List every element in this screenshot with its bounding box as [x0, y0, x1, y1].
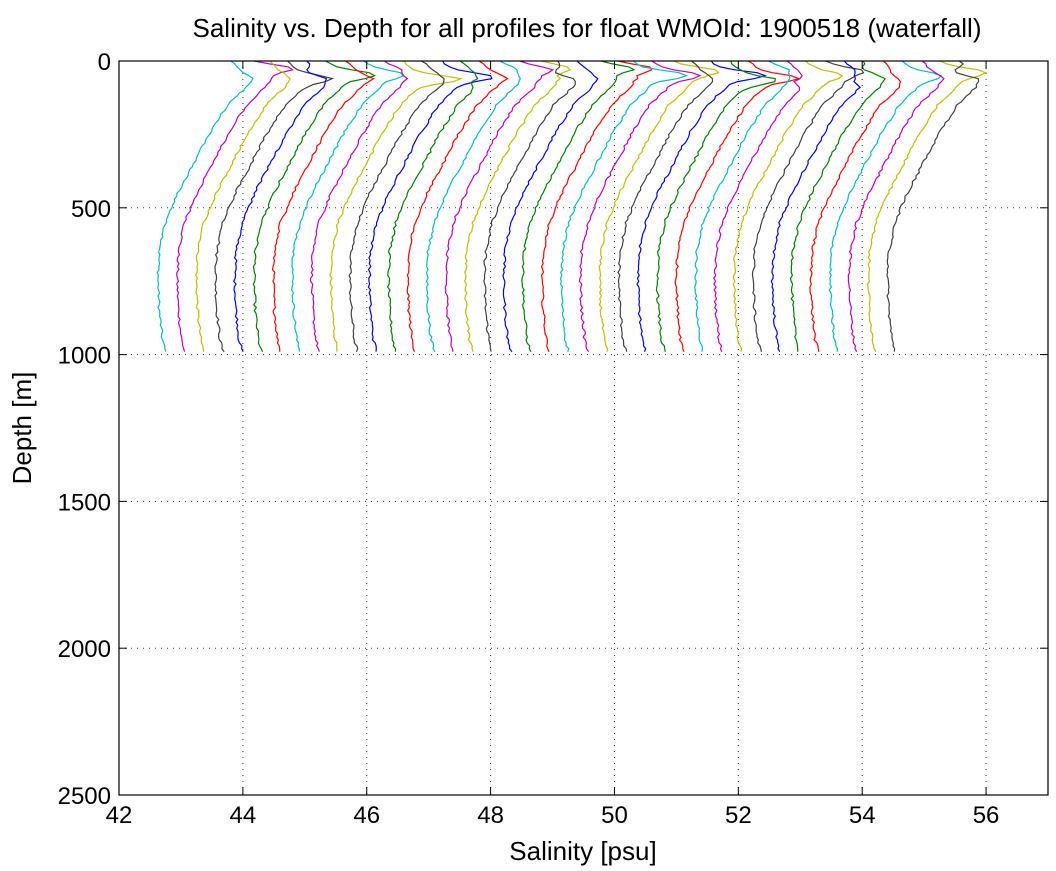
profile-line	[425, 60, 521, 353]
profile-line	[367, 60, 493, 352]
x-tick-label: 56	[973, 802, 1000, 829]
y-axis-label: Depth [m]	[7, 372, 37, 485]
x-tick-label: 52	[725, 802, 752, 829]
profile-line	[329, 60, 464, 352]
profile-line	[502, 60, 599, 353]
profile-line	[386, 60, 479, 352]
profile-line	[271, 60, 375, 352]
x-tick-label: 50	[601, 802, 628, 829]
profile-line	[540, 60, 653, 352]
profile-line	[483, 60, 576, 352]
profile-line	[578, 60, 702, 353]
profile-line	[809, 60, 902, 352]
profile-line	[232, 60, 328, 352]
profile-line	[751, 60, 865, 352]
profile-line	[770, 60, 862, 352]
profile-line	[732, 60, 844, 352]
profile-line	[406, 60, 509, 352]
x-tick-label: 42	[106, 802, 133, 829]
profile-line	[617, 60, 714, 352]
profile-line	[214, 60, 335, 353]
x-tick-label: 54	[849, 802, 876, 829]
x-axis-ticks: 42 44 46 48 50 52 54 56	[106, 61, 1000, 829]
y-tick-label: 2500	[58, 783, 111, 810]
x-tick-label: 48	[477, 802, 504, 829]
profile-line	[521, 60, 636, 352]
chart-title: Salinity vs. Depth for all profiles for …	[193, 13, 982, 43]
profile-line	[828, 60, 943, 352]
profile-line	[655, 60, 776, 352]
y-axis-ticks: 0 500 1000 1500 2000 2500	[58, 49, 1048, 810]
profile-line	[156, 60, 254, 352]
profile-line	[559, 60, 689, 352]
y-tick-label: 2000	[58, 636, 111, 663]
grid-lines	[119, 61, 1048, 795]
y-tick-label: 1500	[58, 489, 111, 516]
profile-line	[348, 60, 445, 352]
profile-line	[195, 60, 291, 352]
x-tick-label: 44	[230, 802, 257, 829]
profile-lines	[156, 60, 987, 353]
profile-line	[789, 60, 886, 352]
profile-line	[886, 60, 980, 352]
x-tick-label: 46	[353, 802, 380, 829]
profile-line	[291, 60, 405, 352]
profile-line	[309, 60, 409, 352]
profile-line	[694, 60, 791, 352]
profile-line	[847, 60, 945, 352]
profile-line	[674, 60, 801, 352]
profile-line	[252, 60, 377, 352]
y-tick-label: 1000	[58, 343, 111, 370]
plot-frame	[118, 60, 1049, 796]
profile-line	[713, 60, 803, 352]
profile-line	[866, 60, 987, 352]
profile-line	[464, 60, 572, 352]
profile-line	[636, 60, 768, 352]
profile-line	[176, 60, 295, 352]
x-axis-label: Salinity [psu]	[509, 836, 656, 866]
profile-line	[444, 60, 555, 352]
profile-line	[598, 60, 720, 352]
y-tick-label: 0	[98, 49, 111, 76]
y-tick-label: 500	[71, 196, 111, 223]
